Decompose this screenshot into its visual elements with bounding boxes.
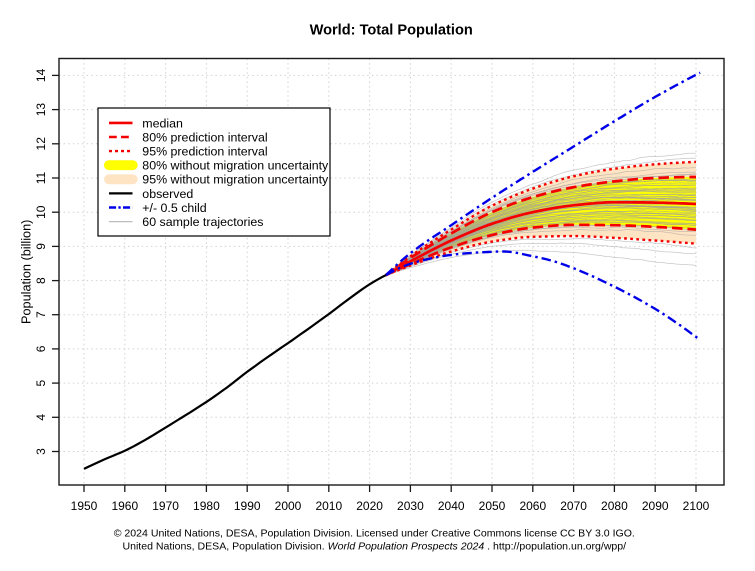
svg-text:9: 9: [34, 243, 48, 250]
svg-text:2040: 2040: [438, 499, 465, 513]
svg-text:median: median: [142, 116, 183, 130]
svg-text:10: 10: [34, 205, 48, 219]
svg-text:1990: 1990: [234, 499, 261, 513]
svg-text:2100: 2100: [683, 499, 710, 513]
svg-text:4: 4: [34, 414, 48, 421]
svg-text:1950: 1950: [71, 499, 98, 513]
svg-text:+/- 0.5 child: +/- 0.5 child: [142, 201, 207, 215]
svg-text:2010: 2010: [315, 499, 342, 513]
svg-text:3: 3: [34, 448, 48, 455]
svg-text:United Nations, DESA, Populati: United Nations, DESA, Population Divisio…: [122, 540, 626, 552]
svg-text:60 sample trajectories: 60 sample trajectories: [142, 215, 263, 229]
svg-text:13: 13: [34, 103, 48, 117]
svg-text:2060: 2060: [519, 499, 546, 513]
svg-text:95% without migration uncertai: 95% without migration uncertainty: [142, 173, 329, 187]
svg-text:14: 14: [34, 68, 48, 82]
svg-text:2000: 2000: [275, 499, 302, 513]
svg-text:5: 5: [34, 379, 48, 386]
svg-text:2020: 2020: [356, 499, 383, 513]
svg-text:11: 11: [34, 171, 48, 184]
svg-text:2090: 2090: [642, 499, 669, 513]
svg-text:1960: 1960: [111, 499, 138, 513]
svg-text:80% prediction interval: 80% prediction interval: [142, 130, 267, 144]
svg-text:80% without migration uncertai: 80% without migration uncertainty: [142, 159, 329, 173]
svg-text:12: 12: [34, 137, 48, 151]
svg-text:1970: 1970: [152, 499, 179, 513]
svg-text:2030: 2030: [397, 499, 424, 513]
svg-text:7: 7: [34, 311, 48, 318]
svg-text:© 2024 United Nations, DESA, P: © 2024 United Nations, DESA, Population …: [114, 528, 635, 540]
svg-text:2070: 2070: [560, 499, 587, 513]
svg-text:2050: 2050: [479, 499, 506, 513]
svg-text:1980: 1980: [193, 499, 220, 513]
svg-text:Population (billion): Population (billion): [20, 220, 34, 324]
svg-text:95% prediction interval: 95% prediction interval: [142, 145, 267, 159]
svg-text:World: Total Population: World: Total Population: [310, 22, 473, 38]
svg-text:observed: observed: [142, 187, 193, 201]
svg-text:8: 8: [34, 277, 48, 284]
svg-text:6: 6: [34, 345, 48, 352]
svg-text:2080: 2080: [601, 499, 628, 513]
